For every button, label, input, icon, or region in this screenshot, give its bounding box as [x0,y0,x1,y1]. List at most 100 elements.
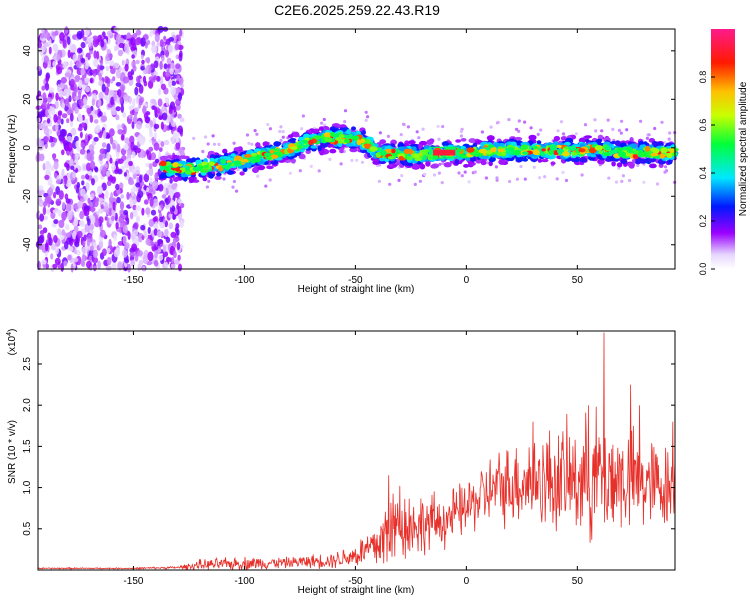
heatmap-noise-blob [119,182,124,190]
heatmap-noise-blob [97,197,104,203]
heatmap-noise-blob [79,148,86,155]
heatmap-ridge-cell [159,155,168,161]
heatmap-noise-blob [157,98,163,107]
heatmap-noise-blob [78,220,83,226]
heatmap-noise-blob [78,79,83,89]
heatmap-noise-blob [120,104,125,113]
heatmap-speckle [192,136,196,140]
heatmap-noise-blob [44,174,50,180]
heatmap-noise-blob [172,239,177,248]
heatmap-noise-blob [112,76,116,82]
heatmap-speckle [205,185,209,189]
heatmap-speckle [523,177,527,181]
heatmap-speckle [460,174,464,178]
heatmap-noise-blob [77,115,83,123]
heatmap-ridge-cell [666,152,673,158]
heatmap-noise-blob [115,69,121,79]
heatmap-noise-blob [149,197,154,207]
x-tick-label: -150 [123,576,143,587]
heatmap-noise-blob [175,223,180,229]
heatmap-ridge-cell [320,142,329,148]
heatmap-noise-blob [177,263,183,272]
heatmap-noise-blob [72,230,77,240]
heatmap-speckle [628,178,632,183]
colorbar-label: Normalized spectral amplitude [738,81,749,216]
heatmap-ridge-cell [172,162,179,168]
heatmap-ridge-cell [327,144,333,148]
heatmap-noise-blob [179,220,184,228]
heatmap-noise-blob [150,98,157,104]
heatmap-noise-blob [138,97,143,106]
heatmap-ridge-cell [345,143,354,147]
heatmap-noise-blob [160,121,164,130]
heatmap-speckle [614,180,619,184]
heatmap-ridge-cell [520,144,529,150]
heatmap-noise-blob [99,148,106,155]
heatmap-noise-blob [129,197,133,208]
heatmap-noise-blob [119,209,124,215]
heatmap-ridge-cell [310,145,318,149]
heatmap-noise-blob [141,207,145,216]
heatmap-noise-blob [65,97,70,107]
heatmap-noise-blob [170,263,176,269]
heatmap-noise-blob [47,176,53,187]
heatmap-noise-blob [117,158,124,164]
heatmap-noise-blob [37,185,44,191]
heatmap-noise-blob [82,240,86,247]
heatmap-ridge-cell [273,141,281,147]
heatmap-noise-blob [116,143,121,153]
heatmap-ridge-cell [598,150,604,155]
heatmap-noise-blob [113,93,117,101]
heatmap-noise-blob [53,160,59,170]
heatmap-noise-blob [88,144,95,151]
heatmap-noise-blob [146,150,152,160]
y-tick-label: 2.0 [22,398,33,412]
heatmap-noise-blob [37,41,42,49]
heatmap-speckle [556,129,560,133]
heatmap-speckle [538,176,542,180]
heatmap-ridge-cell [403,148,410,154]
heatmap-ridge-cell [203,164,209,169]
heatmap-ridge-cell [488,160,493,167]
heatmap-noise-blob [167,63,171,69]
heatmap-speckle [519,164,523,169]
heatmap-speckle [236,167,240,172]
heatmap-noise-blob [112,201,116,211]
spectrogram-x-ticks: -150 -100 -50 0 50 [123,29,583,286]
heatmap-noise-blob [128,160,134,167]
heatmap-ridge-cell [480,160,487,166]
heatmap-ridge-cell [255,142,261,148]
heatmap-ridge-cell [369,146,378,152]
y-tick-label: 20 [22,93,33,105]
heatmap-noise-blob [104,189,109,200]
heatmap-noise-blob [76,181,81,189]
heatmap-noise-blob [143,173,150,183]
heatmap-noise-blob [161,54,165,62]
heatmap-ridge-cell [611,149,619,154]
snr-multiplier-close: ) [7,329,18,332]
heatmap-speckle [536,132,540,136]
heatmap-noise-blob [164,229,169,237]
heatmap-ridge-cell [460,138,467,142]
heatmap-speckle [639,119,643,123]
heatmap-peak-segment [433,149,456,156]
heatmap-noise-blob [110,135,113,145]
heatmap-speckle [436,124,440,128]
heatmap-noise-blob [138,174,143,184]
heatmap-noise-blob [135,82,142,88]
heatmap-ridge-cell [183,155,190,160]
heatmap-ridge-cell [376,147,383,152]
colorbar-gradient [711,29,735,269]
heatmap-speckle [611,127,615,131]
heatmap-speckle [300,127,304,131]
heatmap-noise-blob [157,248,162,253]
heatmap-ridge-cell [650,152,659,157]
heatmap-noise-blob [166,57,172,65]
heatmap-noise-blob [179,29,183,37]
heatmap-speckle [322,117,326,122]
heatmap-noise-blob [109,128,115,137]
heatmap-noise-blob [126,217,130,225]
heatmap-noise-blob [117,168,123,175]
heatmap-noise-blob [120,194,125,199]
heatmap-noise-blob [123,172,127,177]
